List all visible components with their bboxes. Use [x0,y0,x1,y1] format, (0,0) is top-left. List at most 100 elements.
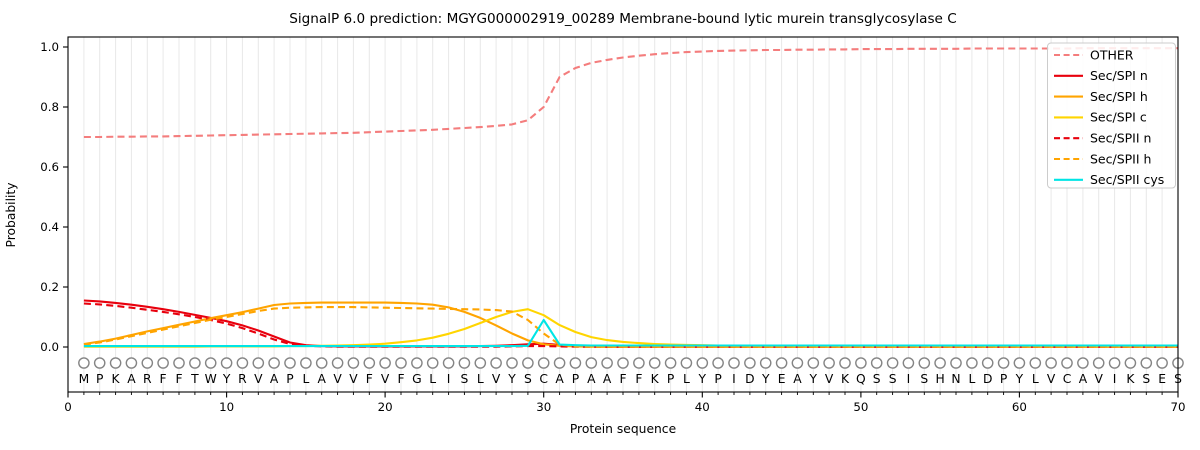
residue-circle [775,357,788,369]
legend-label-sec-spii-cys: Sec/SPII cys [1090,172,1164,187]
residue-circle [950,357,962,369]
residue-circle [981,357,994,369]
residue-letter: Y [698,372,707,386]
residue-letter: R [143,372,152,386]
x-tick-label: 0 [64,400,72,414]
y-tick-label: 0.0 [40,340,59,354]
residue-circle [1045,357,1057,369]
residue-circle [633,357,645,369]
residue-letter: D [745,372,754,386]
residue-circle [759,357,772,369]
residue-circle [918,357,931,369]
residue-circle [1061,357,1073,369]
residue-circle [807,357,820,369]
residue-letter: V [349,372,358,386]
chart-title: SignalP 6.0 prediction: MGYG000002919_00… [289,11,956,27]
legend-label-sec-spi-h: Sec/SPI h [1090,89,1148,104]
legend: OTHER Sec/SPI n Sec/SPI h Sec/SPI c Sec/SPII… [1047,42,1176,189]
residue-circle [1013,357,1026,369]
residue-letter: S [873,372,881,386]
residue-letter: A [317,372,326,386]
residue-letter: V [825,372,834,386]
residue-letter: C [1063,372,1072,386]
residue-circle [220,357,233,369]
residue-letter: A [1079,372,1088,386]
residue-letter: K [651,372,660,386]
residue-circle [189,357,201,369]
residue-letter: Y [761,372,770,386]
residue-letter: V [333,372,342,386]
y-axis-ticks: 0.0 0.2 0.4 0.6 0.8 1.0 [40,40,68,354]
residue-letter: L [429,372,436,386]
residue-circle [109,357,122,369]
residue-letter: Q [856,372,866,386]
residue-letter: A [270,372,279,386]
residue-circle [791,357,804,369]
residue-circle [411,357,423,369]
residue-letter: K [841,372,850,386]
series-line-sec-spii-h [83,306,1178,348]
series-line-sec-spi-n [83,299,1178,348]
residue-letter: P [1000,372,1007,386]
y-tick-label: 0.8 [40,100,59,114]
residue-letter: P [96,372,103,386]
residue-letter: F [175,372,182,386]
residue-letter: I [907,372,911,386]
x-tick-label: 20 [378,400,393,414]
residue-circle [1108,357,1121,369]
residue-letter: L [302,372,309,386]
residue-circle [442,357,455,369]
residue-letter: A [793,372,802,386]
series-line-sec-spii-cys [83,318,1178,348]
series-line-sec-spi-h [83,301,1178,348]
residue-circle [458,357,471,369]
residue-circle [870,357,883,369]
x-tick-label: 10 [219,400,234,414]
residue-letter: G [412,372,422,386]
residue-circle [379,357,391,369]
x-tick-label: 40 [695,400,710,414]
residue-circle [125,357,138,369]
residue-letter: F [619,372,626,386]
residue-letter: S [1142,372,1150,386]
residue-circle [680,357,693,369]
residue-letter: H [935,372,944,386]
residue-circle [93,357,106,369]
residue-circle [157,357,169,369]
residue-circle [664,357,677,369]
residue-circle [426,357,439,369]
residue-circle [1077,357,1089,369]
y-tick-label: 0.4 [40,220,59,234]
residue-letter: Y [507,372,516,386]
residue-letter: S [920,372,928,386]
residue-circle [506,357,518,369]
residue-letter: Y [809,372,818,386]
residue-circle [347,357,360,369]
residue-letter: K [1126,372,1135,386]
residue-letter: A [127,372,136,386]
residue-circle [331,357,344,369]
residue-circle [78,357,90,369]
residue-letter: V [381,372,390,386]
residue-circle [284,357,296,369]
residue-letter: T [190,372,199,386]
x-axis-ticks: 0 10 20 30 40 50 60 70 [64,392,1186,414]
residue-circle [474,357,487,369]
x-axis-label: Protein sequence [570,422,676,436]
residue-circle [1140,357,1153,369]
residue-circle [1092,357,1105,369]
residue-circle [490,357,502,369]
residue-circle [902,357,915,369]
x-tick-label: 30 [536,400,551,414]
residue-circle [268,357,280,369]
residue-letter: I [732,372,736,386]
residue-circle [300,357,312,369]
series-line-other [83,47,1178,139]
residue-circle [617,357,629,369]
residue-circle [1124,357,1137,369]
residue-letter: P [286,372,293,386]
residue-letter: W [205,372,217,386]
residue-letter: E [778,372,786,386]
residue-circle [585,357,598,369]
